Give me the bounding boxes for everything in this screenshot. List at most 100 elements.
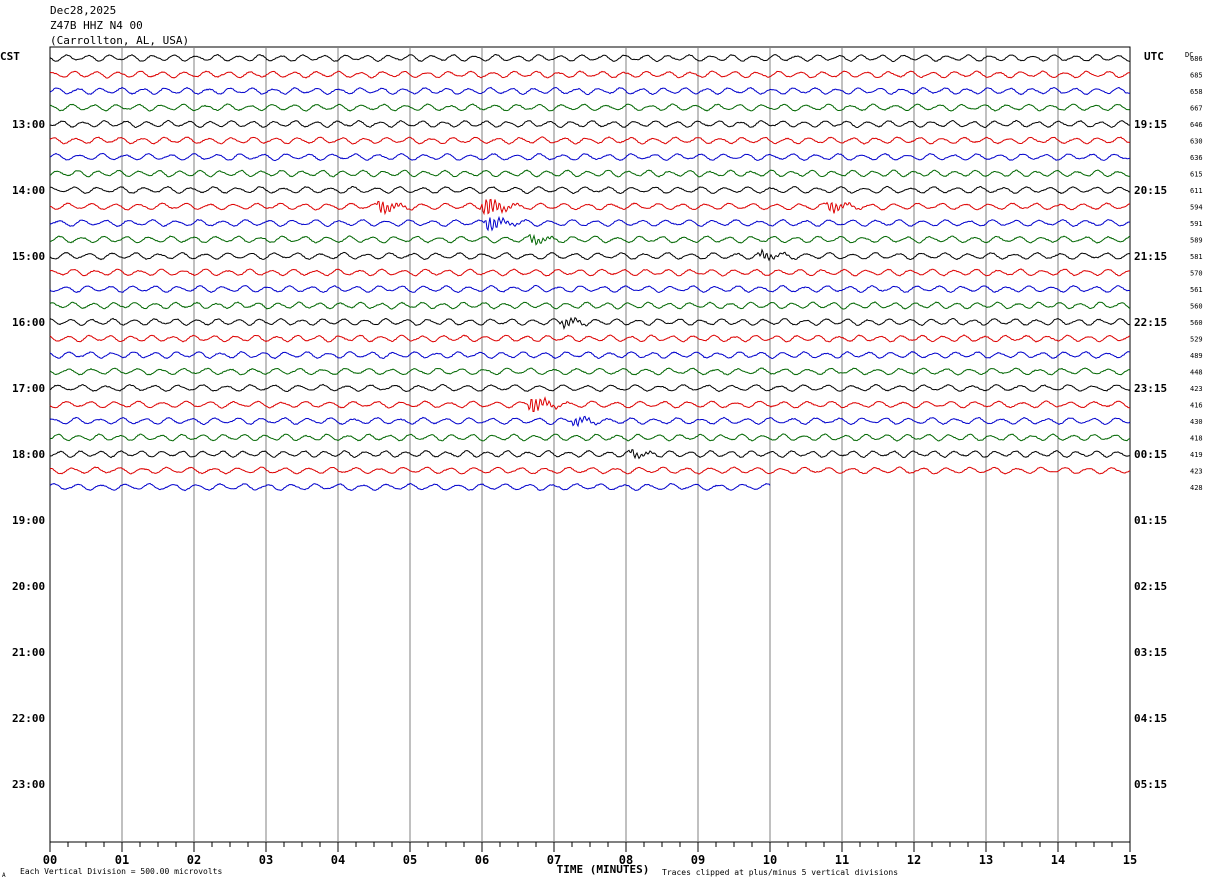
dc-offset-label: 418 (1190, 435, 1203, 443)
x-tick-label: 02 (187, 853, 201, 867)
right-hour-label: 23:15 (1134, 382, 1167, 395)
trace-row (49, 169, 1131, 178)
x-tick-label: 11 (835, 853, 849, 867)
dc-offset-label: 561 (1190, 286, 1203, 294)
corner-mark: A (2, 872, 6, 879)
dc-offset-label: 416 (1190, 402, 1203, 410)
trace-row (49, 301, 1131, 310)
header-date: Dec28,2025 (50, 4, 117, 17)
dc-offset-label: 611 (1190, 187, 1203, 195)
trace-row (49, 396, 1131, 412)
dc-offset-label: 430 (1190, 418, 1203, 426)
trace-row (49, 433, 1131, 442)
left-hour-label: 20:00 (12, 580, 45, 593)
left-hour-label: 18:00 (12, 448, 45, 461)
right-hour-label: 05:15 (1134, 778, 1167, 791)
dc-offset-label: 570 (1190, 270, 1203, 278)
right-hour-label: 03:15 (1134, 646, 1167, 659)
dc-offset-label: 658 (1190, 88, 1203, 96)
dc-offset-label: 667 (1190, 105, 1203, 113)
x-tick-label: 10 (763, 853, 777, 867)
x-tick-label: 09 (691, 853, 705, 867)
left-hour-label: 19:00 (12, 514, 45, 527)
dc-offset-label: 560 (1190, 303, 1203, 311)
trace-row (49, 152, 1130, 162)
dc-offset-label: 423 (1190, 385, 1203, 393)
right-hour-label: 02:15 (1134, 580, 1167, 593)
trace-row (49, 334, 1131, 343)
scale-note: Each Vertical Division = 500.00 microvol… (20, 867, 222, 876)
left-hour-label: 14:00 (12, 184, 45, 197)
left-hour-label: 17:00 (12, 382, 45, 395)
right-hour-label: 19:15 (1134, 118, 1167, 131)
x-tick-label: 13 (979, 853, 993, 867)
trace-row (49, 248, 1131, 262)
dc-offset-label: 589 (1190, 237, 1203, 245)
trace-row (49, 316, 1131, 331)
trace-row (49, 448, 1130, 460)
right-hour-label: 00:15 (1134, 448, 1167, 461)
trace-row (49, 466, 1131, 475)
left-hour-label: 16:00 (12, 316, 45, 329)
header-location: (Carrollton, AL, USA) (50, 34, 190, 47)
clip-note: Traces clipped at plus/minus 5 vertical … (662, 868, 898, 877)
dc-offset-label: 646 (1190, 121, 1203, 129)
x-tick-label: 14 (1051, 853, 1065, 867)
dc-offset-label: 428 (1190, 484, 1203, 492)
dc-offset-label: 686 (1190, 55, 1203, 63)
dc-offset-label: 685 (1190, 72, 1203, 80)
dc-header-label: DC (1185, 51, 1193, 59)
dc-offset-label: 630 (1190, 138, 1203, 146)
left-hour-label: 15:00 (12, 250, 45, 263)
right-hour-label: 20:15 (1134, 184, 1167, 197)
right-hour-label: 01:15 (1134, 514, 1167, 527)
left-hour-label: 21:00 (12, 646, 45, 659)
x-tick-label: 06 (475, 853, 489, 867)
dc-offset-label: 591 (1190, 220, 1203, 228)
dc-offset-label: 560 (1190, 319, 1203, 327)
plot-frame (49, 46, 1131, 843)
trace-row (49, 268, 1131, 277)
trace-row (49, 70, 1131, 79)
x-tick-label: 07 (547, 853, 561, 867)
dc-offset-label: 581 (1190, 253, 1203, 261)
dc-offset-label: 423 (1190, 468, 1203, 476)
dc-offset-label: 448 (1190, 369, 1203, 377)
trace-row (49, 215, 1131, 232)
trace-row (49, 350, 1131, 360)
trace-row (49, 53, 1131, 63)
x-tick-label: 03 (259, 853, 273, 867)
x-tick-label: 04 (331, 853, 345, 867)
x-tick-label: 01 (115, 853, 129, 867)
x-tick-label: 05 (403, 853, 417, 867)
right-hour-label: 21:15 (1134, 250, 1167, 263)
right-hour-label: 22:15 (1134, 316, 1167, 329)
dc-offset-label: 636 (1190, 154, 1203, 162)
x-tick-label: 00 (43, 853, 57, 867)
dc-offset-label: 419 (1190, 451, 1203, 459)
trace-row (50, 198, 1131, 216)
left-hour-label: 13:00 (12, 118, 45, 131)
trace-row (49, 86, 1131, 96)
trace-row (49, 185, 1131, 195)
x-axis-title: TIME (MINUTES) (557, 863, 650, 876)
trace-row (49, 415, 1131, 428)
trace-row (49, 136, 1131, 145)
dc-offset-label: 615 (1190, 171, 1203, 179)
x-tick-label: 08 (619, 853, 633, 867)
dc-offset-label: 489 (1190, 352, 1203, 360)
left-timezone-label: CST (0, 50, 20, 63)
trace-row (49, 233, 1131, 246)
left-hour-label: 22:00 (12, 712, 45, 725)
dc-offset-label: 594 (1190, 204, 1203, 212)
x-tick-label: 12 (907, 853, 921, 867)
trace-row (49, 103, 1131, 112)
right-hour-label: 04:15 (1134, 712, 1167, 725)
trace-row (49, 482, 771, 492)
trace-row (50, 119, 1131, 129)
header-station: Z47B HHZ N4 00 (50, 19, 143, 32)
trace-row (49, 284, 1131, 294)
left-hour-label: 23:00 (12, 778, 45, 791)
x-tick-label: 15 (1123, 853, 1137, 867)
